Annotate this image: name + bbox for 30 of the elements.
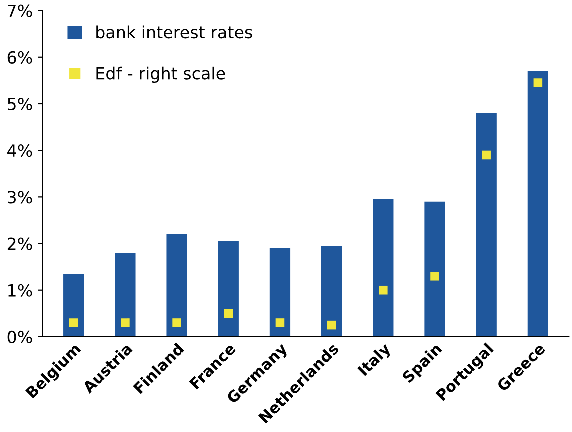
bar (270, 248, 291, 337)
bar (166, 234, 188, 337)
bar (373, 200, 394, 337)
point (276, 318, 285, 328)
point (379, 286, 388, 295)
y-tick-label: 4% (8, 144, 32, 158)
point (172, 318, 182, 328)
point (224, 309, 234, 318)
y-tick-label: 3% (8, 191, 32, 204)
point (121, 318, 130, 328)
bar (218, 241, 239, 337)
point (430, 272, 440, 281)
point (327, 320, 336, 330)
y-tick-label: 5% (8, 98, 32, 111)
bar (424, 202, 446, 337)
y-tick-label: 6% (8, 51, 32, 64)
legend-label: bank interest rates (96, 26, 252, 39)
bar (476, 113, 497, 337)
bar (322, 246, 342, 337)
bar (528, 71, 549, 337)
y-tick-label: 0% (8, 330, 32, 344)
legend-label: Edf - right scale (96, 66, 226, 84)
y-tick-label: 2% (8, 238, 32, 250)
y-tick-label: 7% (8, 4, 32, 18)
point (69, 318, 78, 328)
point (534, 78, 543, 88)
bar (64, 274, 84, 337)
y-tick-label: 1% (8, 284, 32, 297)
point (482, 150, 491, 160)
bar (115, 253, 136, 337)
